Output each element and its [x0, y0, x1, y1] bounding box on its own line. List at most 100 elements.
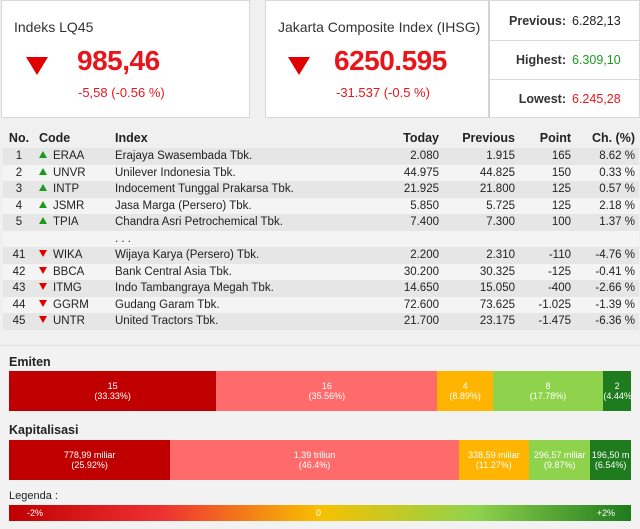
stat-label: Previous:	[509, 13, 566, 28]
cell-today: 30.200	[379, 263, 443, 280]
cell-change: -2.66 %	[575, 280, 639, 297]
cell-name: Indocement Tunggal Prakarsa Tbk.	[111, 181, 379, 198]
segment-value: 15	[107, 381, 118, 391]
cell-no: 3	[3, 181, 35, 198]
cell-previous: 21.800	[443, 181, 519, 198]
up-arrow-icon	[39, 167, 47, 175]
cell-name: Bank Central Asia Tbk.	[111, 263, 379, 280]
cell-no: 42	[3, 263, 35, 280]
up-arrow-icon	[39, 151, 47, 159]
table-row[interactable]: 44 GGRM Gudang Garam Tbk. 72.600 73.625 -1.02…	[3, 296, 639, 313]
cell-point: 125	[519, 181, 575, 198]
emiten-segment[interactable]: 16 (35.56%)	[216, 371, 438, 411]
segment-percent: (35.56%)	[308, 391, 346, 401]
emiten-segment[interactable]: 8 (17.78%)	[492, 371, 604, 411]
kapitalisasi-bar: 778,99 miliar (25.92%) 1,39 triliun (46.4%)…	[9, 440, 631, 480]
table-header-row: No. Code Index Today Previous Point Ch. …	[3, 128, 639, 148]
cell-point: -110	[519, 247, 575, 264]
ihsg-stats-panel: Previous: 6.282,13 Highest: 6.309,10 Low…	[489, 0, 640, 118]
stat-label: Lowest:	[518, 91, 566, 106]
header-today[interactable]: Today	[379, 128, 443, 148]
header-code[interactable]: Code	[35, 128, 111, 148]
cell-previous: 5.725	[443, 197, 519, 214]
emiten-segment[interactable]: 2(4.44%)	[603, 371, 631, 411]
table-row[interactable]: 2 UNVR Unilever Indonesia Tbk. 44.975 44.825…	[3, 164, 639, 181]
lq45-change: -5,58 (-0.56 %)	[78, 85, 165, 100]
cell-point: -1.025	[519, 296, 575, 313]
cell-code: UNVR	[35, 164, 111, 181]
cell-point: -400	[519, 280, 575, 297]
cell-no: 44	[3, 296, 35, 313]
ihsg-panel: Jakarta Composite Index (IHSG) 6250.595 …	[265, 0, 489, 118]
kapitalisasi-segment[interactable]: 338,59 miliar (11.27%)	[458, 440, 529, 480]
cell-code: ERAA	[35, 148, 111, 165]
segment-percent: (4.44%)	[603, 391, 631, 401]
lq45-title: Indeks LQ45	[14, 19, 94, 35]
stock-table: No. Code Index Today Previous Point Ch. …	[3, 128, 639, 330]
stock-code: GGRM	[53, 298, 89, 311]
segment-value: 8	[545, 381, 551, 391]
kapitalisasi-segment[interactable]: 778,99 miliar (25.92%)	[9, 440, 171, 480]
stat-value: 6.309,10	[572, 52, 621, 67]
emiten-segment[interactable]: 4 (8.89%)	[437, 371, 493, 411]
header-index[interactable]: Index	[111, 128, 379, 148]
emiten-segment[interactable]: 15 (33.33%)	[9, 371, 217, 411]
cell-previous: 73.625	[443, 296, 519, 313]
table-row[interactable]: 41 WIKA Wijaya Karya (Persero) Tbk. 2.200 2.…	[3, 247, 639, 264]
stock-code: UNVR	[53, 166, 86, 179]
kapitalisasi-segment[interactable]: 196,50 m (6.54%)	[590, 440, 631, 480]
stat-previous: Previous: 6.282,13	[490, 1, 639, 41]
segment-percent: (9.87%)	[543, 460, 576, 470]
emiten-bar: 15 (33.33%) 16 (35.56%) 4 (8.89%) 8 (17.78%) 2 (4…	[9, 371, 631, 411]
cell-previous: 15.050	[443, 280, 519, 297]
cell-point: 150	[519, 164, 575, 181]
cell-today: 44.975	[379, 164, 443, 181]
cell-change: 0.57 %	[575, 181, 639, 198]
header-point[interactable]: Point	[519, 128, 575, 148]
table-row[interactable]: 42 BBCA Bank Central Asia Tbk. 30.200 30.325…	[3, 263, 639, 280]
stock-code: TPIA	[53, 216, 79, 229]
lq45-value: 985,46	[77, 45, 160, 76]
down-arrow-icon	[39, 316, 47, 324]
header-change[interactable]: Ch. (%)	[575, 128, 639, 148]
cell-point: 100	[519, 214, 575, 231]
cell-change: 1.37 %	[575, 214, 639, 231]
table-row[interactable]: 5 TPIA Chandra Asri Petrochemical Tbk. 7.40…	[3, 214, 639, 231]
table-row[interactable]: . . .	[3, 230, 639, 247]
cell-name: United Tractors Tbk.	[111, 313, 379, 330]
header-no[interactable]: No.	[3, 128, 35, 148]
cell-today: 2.200	[379, 247, 443, 264]
cell-previous: 30.325	[443, 263, 519, 280]
segment-value: 778,99 miliar	[63, 450, 116, 460]
cell-today: 72.600	[379, 296, 443, 313]
kapitalisasi-segment[interactable]: 296,57 miliar (9.87%)	[528, 440, 591, 480]
segment-value: 2	[614, 381, 620, 391]
segment-percent: (25.92%)	[71, 460, 108, 470]
cell-no: 43	[3, 280, 35, 297]
cell-code: GGRM	[35, 296, 111, 313]
cell-name: Gudang Garam Tbk.	[111, 296, 379, 313]
cell-previous: 44.825	[443, 164, 519, 181]
table-row[interactable]: 45 UNTR United Tractors Tbk. 21.700 23.175 -1…	[3, 313, 639, 330]
table-row[interactable]: 4 JSMR Jasa Marga (Persero) Tbk. 5.850 5.725…	[3, 197, 639, 214]
stock-code: JSMR	[53, 199, 85, 212]
table-row[interactable]: 1 ERAA Erajaya Swasembada Tbk. 2.080 1.915 16…	[3, 148, 639, 165]
cell-code: INTP	[35, 181, 111, 198]
cell-name: Unilever Indonesia Tbk.	[111, 164, 379, 181]
segment-percent: (6.54%)	[594, 460, 627, 470]
stock-code: WIKA	[53, 249, 83, 262]
cell-previous: 23.175	[443, 313, 519, 330]
cell-code: UNTR	[35, 313, 111, 330]
cell-code: ITMG	[35, 280, 111, 297]
cell-change	[575, 230, 639, 247]
table-row[interactable]: 3 INTP Indocement Tunggal Prakarsa Tbk. 21.…	[3, 181, 639, 198]
down-arrow-icon	[39, 283, 47, 291]
up-arrow-icon	[39, 184, 47, 192]
cell-code: JSMR	[35, 197, 111, 214]
table-row[interactable]: 43 ITMG Indo Tambangraya Megah Tbk. 14.650 1…	[3, 280, 639, 297]
legend-mid: 0	[316, 508, 322, 518]
header-previous[interactable]: Previous	[443, 128, 519, 148]
cell-point: 165	[519, 148, 575, 165]
kapitalisasi-segment[interactable]: 1,39 triliun (46.4%)	[170, 440, 459, 480]
kapitalisasi-title: Kapitalisasi	[9, 423, 79, 437]
